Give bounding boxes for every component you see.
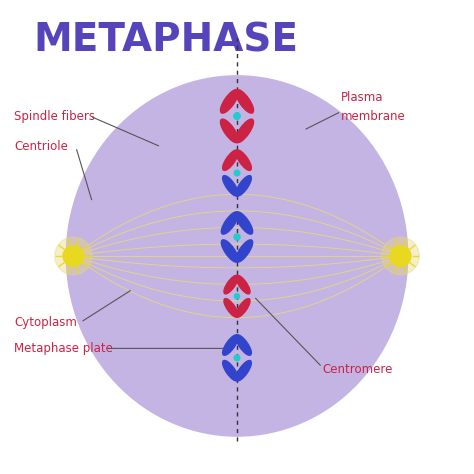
Ellipse shape (221, 212, 238, 234)
Circle shape (390, 246, 411, 266)
Circle shape (234, 170, 240, 176)
Ellipse shape (236, 175, 251, 196)
Ellipse shape (236, 360, 251, 381)
Ellipse shape (223, 175, 238, 196)
Text: Centriole: Centriole (14, 140, 68, 154)
Circle shape (63, 246, 84, 266)
Ellipse shape (224, 275, 238, 294)
Ellipse shape (236, 212, 253, 234)
Text: Metaphase plate: Metaphase plate (14, 342, 113, 355)
Ellipse shape (223, 360, 238, 381)
Text: Spindle fibers: Spindle fibers (14, 109, 95, 123)
Text: Cytoplasm: Cytoplasm (14, 316, 77, 329)
Ellipse shape (236, 335, 251, 356)
Circle shape (55, 237, 92, 275)
Ellipse shape (236, 240, 253, 262)
Circle shape (234, 234, 240, 240)
Ellipse shape (236, 275, 250, 294)
Ellipse shape (236, 150, 251, 171)
Circle shape (382, 237, 419, 275)
Circle shape (234, 355, 240, 361)
Text: membrane: membrane (341, 109, 406, 123)
Ellipse shape (223, 150, 238, 171)
Text: Centromere: Centromere (322, 363, 392, 376)
Circle shape (235, 294, 239, 299)
Ellipse shape (224, 299, 238, 317)
Text: METAPHASE: METAPHASE (33, 21, 298, 59)
Ellipse shape (66, 76, 408, 436)
Ellipse shape (236, 119, 254, 143)
Ellipse shape (236, 90, 254, 113)
Ellipse shape (223, 335, 238, 356)
Circle shape (234, 113, 240, 119)
Ellipse shape (221, 240, 238, 262)
Ellipse shape (236, 299, 250, 317)
Text: Plasma: Plasma (341, 91, 384, 104)
Ellipse shape (220, 90, 238, 113)
Ellipse shape (220, 119, 238, 143)
